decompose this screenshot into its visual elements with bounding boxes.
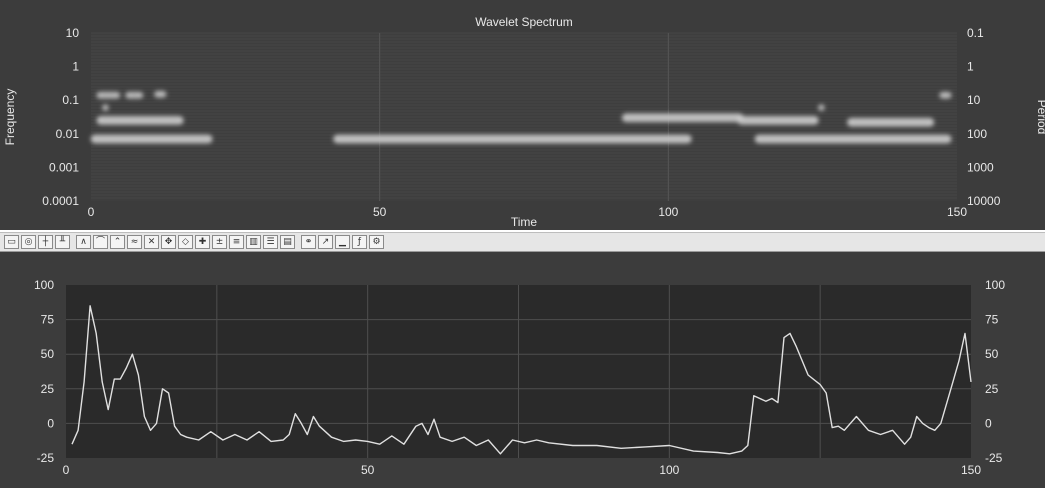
wavelet-spectrum-chart: 0 50 100 150 10 0.1 1 1 0.1 10 0.01 100 0.001 1000 0.0… (3, 15, 1045, 229)
spectrum-x-tick-label: 50 (373, 205, 387, 219)
series-line (71, 305, 972, 455)
baseline-button[interactable]: ▁ (335, 235, 350, 249)
spectrum-ridge-core (740, 119, 816, 122)
spectrum-y-axis-label: Frequency (3, 89, 17, 146)
settings-icon[interactable]: ⚙ (369, 235, 384, 249)
line-y-tick-label: 75 (41, 313, 55, 327)
spectrum-ridge-core (99, 94, 117, 97)
spectrum-y-tick-label: 0.0001 (42, 194, 79, 208)
spectrum-ridge-core (94, 138, 210, 141)
function-button[interactable]: ƒ (352, 235, 367, 249)
cross-button[interactable]: ✕ (144, 235, 159, 249)
spectrum-ridge-core (128, 94, 140, 97)
move-button[interactable]: ✥ (161, 235, 176, 249)
binoculars-icon[interactable]: ⚭ (301, 235, 316, 249)
spectrum-ridge-core (821, 106, 824, 109)
marker-button[interactable]: ✚ (195, 235, 210, 249)
line-x-tick-label: 150 (961, 463, 981, 477)
line-x-tick-label: 50 (361, 463, 375, 477)
spectrum-title: Wavelet Spectrum (475, 15, 573, 29)
spectrum-x-axis-label: Time (511, 215, 538, 229)
spectrum-ridge-core (757, 138, 949, 141)
print-button[interactable]: ▭ (4, 235, 19, 249)
line-y-tick-label: 100 (34, 278, 54, 292)
spectrum-x-tick-label: 100 (658, 205, 678, 219)
spectrum-ridge-core (105, 106, 108, 109)
spectrum-ridge-core (336, 138, 689, 141)
spectrum-x-tick-label: 150 (947, 205, 967, 219)
axis-button[interactable]: ╨ (55, 235, 70, 249)
spectrum-y2-axis-label: Period (1035, 100, 1045, 135)
spectrum-y2-tick-label: 1000 (967, 160, 994, 174)
line-plot-button[interactable]: ⌒ (93, 235, 108, 249)
spectrum-x-tick-label: 0 (88, 205, 95, 219)
spectrum-ridge-core (625, 116, 741, 119)
spectrum-y2-tick-label: 0.1 (967, 26, 984, 40)
line-y-tick-label: 50 (41, 347, 55, 361)
line-y-tick-label: 0 (47, 416, 54, 430)
line-y-tick-label: 25 (41, 382, 55, 396)
wavelet-spectrum-panel: 0 50 100 150 10 0.1 1 1 0.1 10 0.01 100 0.001 1000 0.0… (0, 0, 1045, 230)
zoom-button[interactable]: ◎ (21, 235, 36, 249)
line-y2-tick-label: 100 (985, 278, 1005, 292)
spectrum-y-tick-label: 0.1 (62, 93, 79, 107)
scale-button[interactable]: ± (212, 235, 227, 249)
peak-button[interactable]: ⌃ (110, 235, 125, 249)
spectrum-ridge-core (850, 121, 931, 124)
fit-button[interactable]: ≡ (229, 235, 244, 249)
line-x-tick-label: 0 (63, 463, 70, 477)
list-button[interactable]: ☰ (263, 235, 278, 249)
bars-button[interactable]: ▥ (246, 235, 261, 249)
spectrum-y-tick-label: 10 (66, 26, 80, 40)
spectrum-y2-tick-label: 1 (967, 60, 974, 74)
spectrum-y2-tick-label: 10000 (967, 194, 1001, 208)
spectrum-y-tick-label: 0.001 (49, 160, 79, 174)
line-y-tick-label: -25 (37, 451, 55, 465)
spectrum-ridge-core (942, 94, 949, 97)
time-series-panel: 100 100 75 75 50 50 25 25 0 0 -25 -25 0 50 100 150 (0, 252, 1045, 488)
spectrum-y2-tick-label: 100 (967, 127, 987, 141)
time-series-chart: 100 100 75 75 50 50 25 25 0 0 -25 -25 0 50 100 150 (34, 278, 1005, 477)
grid-button[interactable]: ┼ (38, 235, 53, 249)
spectrum-ridge-core (99, 119, 181, 122)
line-y2-tick-label: 25 (985, 382, 999, 396)
wave-button[interactable]: ≈ (127, 235, 142, 249)
cursor-button[interactable]: ↗ (318, 235, 333, 249)
line-y2-tick-label: 75 (985, 313, 999, 327)
line-y2-tick-label: 50 (985, 347, 999, 361)
table-button[interactable]: ▤ (280, 235, 295, 249)
spectrum-y-tick-label: 0.01 (56, 127, 80, 141)
line-y2-tick-label: -25 (985, 451, 1003, 465)
line-style-button[interactable]: ∧ (76, 235, 91, 249)
line-x-tick-label: 100 (659, 463, 679, 477)
spectrum-y-tick-label: 1 (72, 60, 79, 74)
line-y2-tick-label: 0 (985, 416, 992, 430)
spectrum-ridge-core (157, 93, 164, 96)
spectrum-y2-tick-label: 10 (967, 93, 981, 107)
region-button[interactable]: ◇ (178, 235, 193, 249)
plot-toolbar: ▭ ◎ ┼ ╨ ∧ ⌒ ⌃ ≈ ✕ ✥ ◇ ✚ ± ≡ ▥ ☰ ▤ ⚭ ↗ ▁ … (0, 232, 1045, 252)
